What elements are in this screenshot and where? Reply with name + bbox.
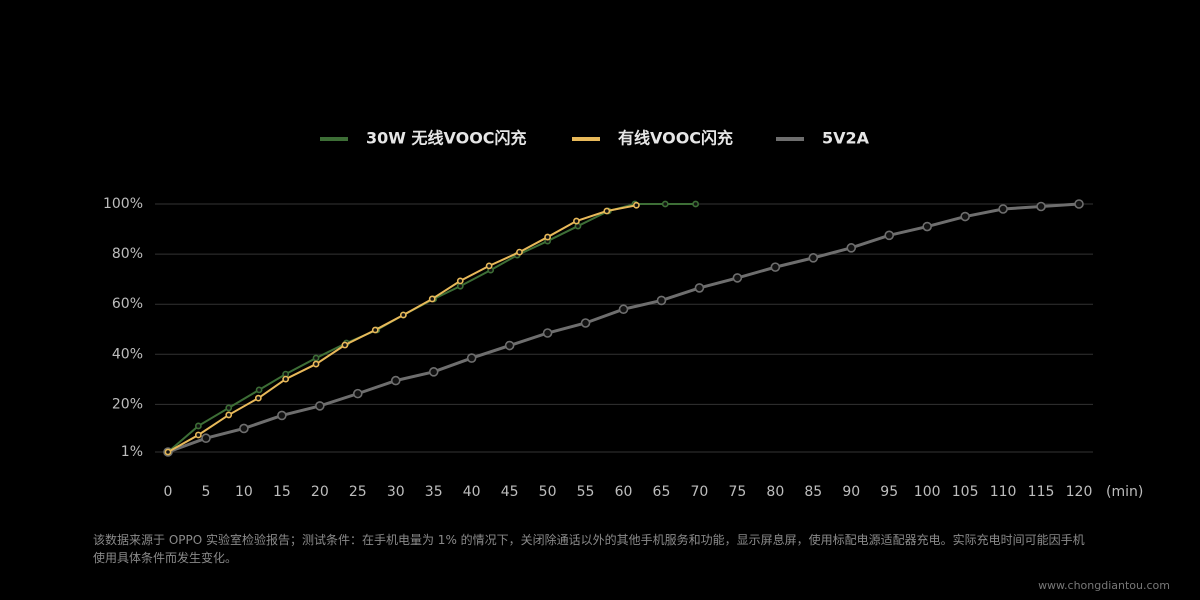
data-point: [544, 233, 551, 241]
x-tick-label: 80: [766, 484, 784, 500]
data-point: [573, 217, 580, 225]
data-point: [312, 360, 320, 368]
x-tick-label: 45: [501, 484, 519, 500]
y-tick-label: 100%: [103, 196, 143, 212]
x-tick-label: 105: [952, 484, 979, 500]
x-tick-label: 50: [539, 484, 557, 500]
data-point: [618, 304, 629, 315]
data-point: [998, 204, 1008, 214]
data-point: [164, 448, 172, 456]
data-point: [399, 311, 407, 319]
data-point: [371, 326, 379, 334]
x-tick-label: 90: [842, 484, 860, 500]
x-tick-label: 75: [728, 484, 746, 500]
data-point: [884, 230, 895, 241]
x-tick-label: 65: [653, 484, 671, 500]
data-point: [504, 340, 515, 351]
data-point: [692, 200, 700, 208]
data-point: [694, 283, 705, 293]
data-point: [770, 262, 781, 272]
data-point: [315, 401, 325, 411]
data-point: [225, 411, 233, 419]
footnote: 该数据来源于 OPPO 实验室检验报告；测试条件：在手机电量为 1% 的情况下，…: [93, 533, 1085, 565]
series-line: [167, 203, 696, 453]
data-point: [732, 273, 743, 283]
data-point: [239, 423, 249, 434]
x-tick-label: 120: [1066, 484, 1093, 500]
data-point: [201, 433, 211, 444]
data-point: [633, 201, 640, 209]
data-point: [282, 375, 290, 383]
x-tick-label: 15: [273, 484, 291, 500]
y-tick-label: 80%: [112, 246, 143, 262]
x-tick-label: 20: [311, 484, 329, 500]
x-tick-label: 60: [615, 484, 633, 500]
data-point: [352, 388, 363, 399]
x-tick-label: 110: [990, 484, 1017, 500]
x-tick-label: 55: [577, 484, 595, 500]
x-tick-label: 70: [691, 484, 709, 500]
x-tick-label: 30: [387, 484, 405, 500]
y-tick-label: 20%: [112, 396, 143, 412]
data-point: [254, 394, 262, 402]
data-point: [516, 248, 523, 256]
data-point: [1074, 199, 1084, 209]
data-point: [603, 207, 611, 215]
series-line: [167, 202, 1080, 454]
legend-label: 30W 无线VOOC闪充: [366, 129, 527, 148]
data-point: [225, 404, 233, 412]
x-tick-label: 115: [1028, 484, 1055, 500]
x-tick-label: 85: [804, 484, 822, 500]
x-tick-label: 0: [164, 484, 173, 500]
data-point: [485, 262, 493, 270]
data-point: [341, 341, 349, 349]
data-point: [456, 277, 464, 285]
data-point: [194, 431, 202, 439]
x-tick-label: 40: [463, 484, 481, 500]
y-tick-label: 1%: [121, 444, 143, 460]
x-axis-label: (min): [1106, 484, 1143, 500]
data-point: [656, 295, 667, 306]
data-point: [277, 410, 287, 421]
data-point: [456, 282, 464, 290]
x-tick-label: 95: [880, 484, 898, 500]
legend-label: 5V2A: [822, 129, 870, 148]
data-point: [390, 375, 401, 386]
data-point: [661, 200, 669, 208]
data-point: [922, 221, 932, 232]
x-tick-label: 25: [349, 484, 367, 500]
data-point: [808, 253, 819, 263]
data-point: [542, 328, 553, 338]
y-tick-label: 40%: [112, 346, 143, 362]
x-tick-label: 5: [201, 484, 210, 500]
data-point: [466, 353, 477, 363]
data-point: [312, 354, 320, 362]
data-point: [580, 318, 591, 328]
data-point: [255, 386, 263, 394]
x-tick-label: 10: [235, 484, 253, 500]
legend-label: 有线VOOC闪充: [618, 129, 733, 148]
data-point: [1036, 201, 1046, 212]
watermark: www.chongdiantou.com: [1038, 579, 1170, 592]
x-tick-label: 35: [425, 484, 443, 500]
data-point: [428, 295, 436, 303]
y-tick-label: 60%: [112, 296, 143, 312]
data-point: [846, 243, 857, 253]
x-tick-label: 100: [914, 484, 941, 500]
data-point: [428, 367, 439, 377]
data-point: [960, 211, 970, 222]
data-point: [194, 422, 202, 430]
